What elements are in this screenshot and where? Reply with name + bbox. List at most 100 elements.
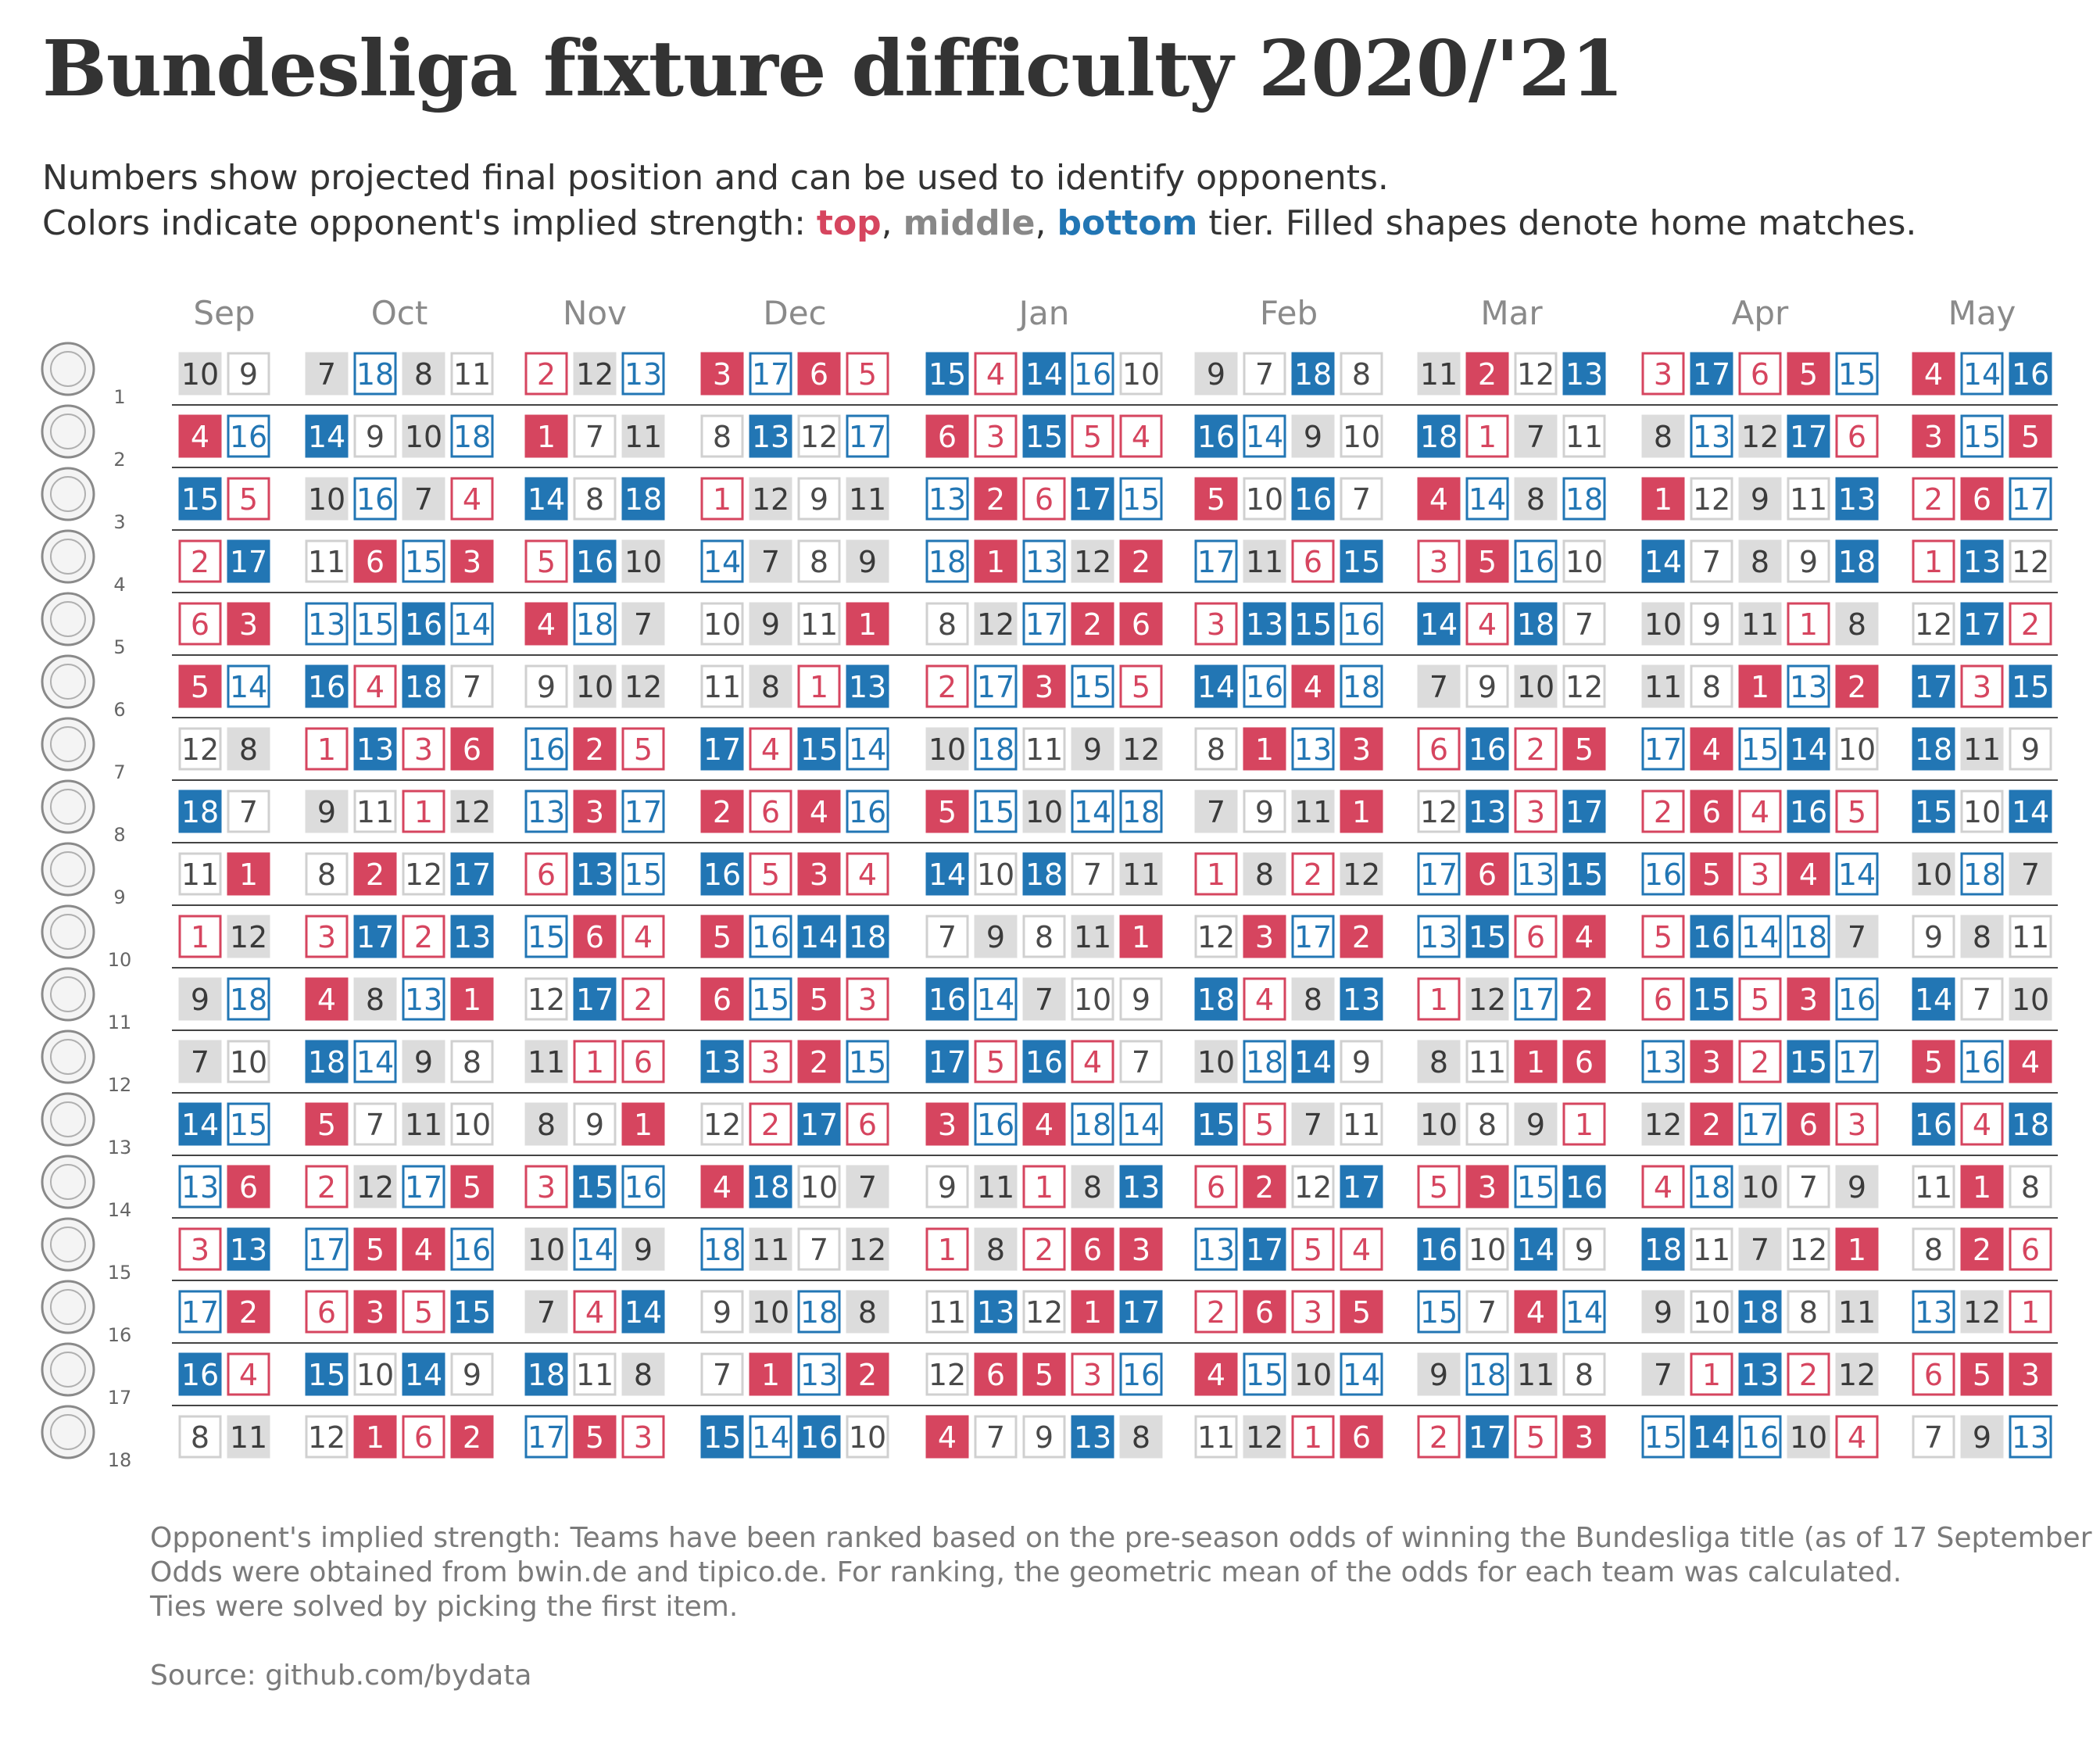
opponent-rank: 11 <box>405 1108 442 1142</box>
away-fixture: 16 <box>1960 1040 2004 1083</box>
home-fixture: 17 <box>1690 352 1733 396</box>
opponent-rank: 14 <box>1025 357 1063 392</box>
home-fixture: 2 <box>1119 539 1163 583</box>
fixture-box <box>450 414 494 458</box>
opponent-rank: 12 <box>1343 858 1380 892</box>
opponent-rank: 4 <box>1973 1108 1991 1142</box>
fixture-box <box>1340 1102 1383 1146</box>
away-fixture: 13 <box>1690 414 1733 458</box>
opponent-rank: 5 <box>366 1233 385 1267</box>
fixture-box <box>1465 915 1509 958</box>
opponent-rank: 16 <box>2012 357 2049 392</box>
fixture-box <box>1340 664 1383 708</box>
away-fixture: 13 <box>1787 664 1830 708</box>
opponent-rank: 3 <box>761 1045 780 1080</box>
fixture-box <box>227 477 270 521</box>
away-fixture: 12 <box>1417 790 1461 833</box>
away-fixture: 10 <box>974 852 1018 896</box>
fixture-box <box>1417 539 1461 583</box>
home-fixture: 15 <box>1912 790 1955 833</box>
opponent-rank: 8 <box>317 858 336 892</box>
opponent-rank: 17 <box>624 795 662 829</box>
fixture-box <box>1787 727 1830 771</box>
opponent-rank: 1 <box>463 983 481 1017</box>
fixture-box <box>1960 852 2004 896</box>
opponent-rank: 4 <box>1702 732 1721 767</box>
opponent-rank: 14 <box>1469 482 1506 517</box>
fixture-box <box>1119 414 1163 458</box>
opponent-rank: 13 <box>703 1045 741 1080</box>
away-fixture: 3 <box>1835 1102 1879 1146</box>
home-fixture: 8 <box>402 352 445 396</box>
fixture-box <box>925 477 969 521</box>
opponent-rank: 4 <box>761 732 780 767</box>
fixture-box <box>1514 1290 1558 1334</box>
away-fixture: 2 <box>925 664 969 708</box>
fixture-box <box>1835 1165 1879 1209</box>
home-fixture: 17 <box>227 539 270 583</box>
home-fixture: 6 <box>573 915 617 958</box>
home-fixture: 4 <box>178 414 222 458</box>
fixture-box <box>797 602 841 646</box>
fixture-box <box>1465 477 1509 521</box>
home-fixture: 13 <box>1119 1165 1163 1209</box>
fixture-box <box>1562 852 1606 896</box>
fixture-box <box>1119 664 1163 708</box>
fixture-box <box>1417 477 1461 521</box>
fixture-box <box>700 977 744 1021</box>
fixture-box <box>1119 1227 1163 1271</box>
opponent-rank: 11 <box>1246 545 1283 579</box>
logo-ring <box>50 851 86 887</box>
month-label: Jan <box>1017 294 1070 332</box>
away-fixture: 11 <box>1562 414 1606 458</box>
opponent-rank: 11 <box>1565 420 1603 454</box>
home-fixture: 11 <box>402 1102 445 1146</box>
opponent-rank: 13 <box>181 1170 219 1205</box>
away-fixture: 2 <box>2009 602 2052 646</box>
opponent-rank: 8 <box>1255 858 1274 892</box>
home-fixture: 14 <box>1912 977 1955 1021</box>
fixture-box <box>797 414 841 458</box>
home-fixture: 7 <box>621 602 665 646</box>
opponent-rank: 1 <box>1575 1108 1594 1142</box>
away-fixture: 7 <box>1340 477 1383 521</box>
home-fixture: 15 <box>1340 539 1383 583</box>
opponent-rank: 10 <box>405 420 442 454</box>
away-fixture: 3 <box>621 1415 665 1459</box>
fixture-box <box>353 977 397 1021</box>
fixture-box <box>1465 727 1509 771</box>
home-fixture: 2 <box>1243 1165 1286 1209</box>
away-fixture: 5 <box>227 477 270 521</box>
opponent-rank: 3 <box>366 1295 385 1330</box>
away-fixture: 7 <box>573 414 617 458</box>
fixture-box <box>1912 1102 1955 1146</box>
opponent-rank: 8 <box>1083 1170 1102 1205</box>
home-fixture: 5 <box>450 1165 494 1209</box>
fixture-box <box>1690 414 1733 458</box>
opponent-rank: 12 <box>1741 420 1779 454</box>
logo-circle <box>41 904 95 959</box>
away-fixture: 15 <box>524 915 568 958</box>
fixture-box <box>1690 977 1733 1021</box>
fixture-box <box>1417 1165 1461 1209</box>
fixture-box <box>846 790 889 833</box>
opponent-rank: 3 <box>1207 607 1225 642</box>
opponent-rank: 2 <box>1848 670 1866 704</box>
fixture-box <box>1641 414 1685 458</box>
opponent-rank: 6 <box>858 1108 877 1142</box>
opponent-rank: 15 <box>752 983 789 1017</box>
opponent-rank: 18 <box>528 1358 565 1392</box>
away-fixture: 8 <box>1912 1227 1955 1271</box>
opponent-rank: 18 <box>1343 670 1380 704</box>
home-fixture: 7 <box>846 1165 889 1209</box>
home-fixture: 17 <box>1071 477 1114 521</box>
away-fixture: 6 <box>178 602 222 646</box>
home-fixture: 14 <box>1787 727 1830 771</box>
fixture-box <box>1291 852 1335 896</box>
opponent-rank: 10 <box>752 1295 789 1330</box>
home-fixture: 13 <box>1738 1352 1782 1396</box>
fixture-box <box>227 352 270 396</box>
fixture-box <box>1787 1227 1830 1271</box>
fixture-box <box>573 1227 617 1271</box>
